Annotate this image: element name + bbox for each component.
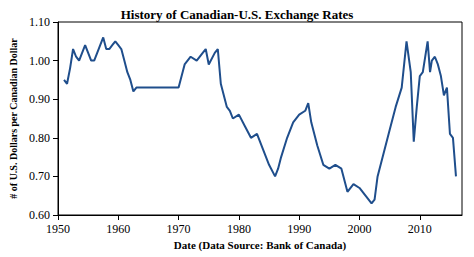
svg-text:2000: 2000 — [347, 222, 371, 236]
svg-text:1980: 1980 — [227, 222, 251, 236]
svg-text:1990: 1990 — [287, 222, 311, 236]
svg-text:0.60: 0.60 — [29, 208, 50, 222]
svg-text:0.70: 0.70 — [29, 169, 50, 183]
svg-text:1.10: 1.10 — [29, 15, 50, 29]
svg-text:History of Canadian-U.S. Excha: History of Canadian-U.S. Exchange Rates — [121, 7, 354, 22]
svg-text:0.90: 0.90 — [29, 92, 50, 106]
svg-text:1970: 1970 — [167, 222, 191, 236]
svg-text:2010: 2010 — [408, 222, 432, 236]
svg-text:Date (Data Source: Bank of Can: Date (Data Source: Bank of Canada) — [174, 239, 347, 252]
svg-text:1960: 1960 — [106, 222, 130, 236]
svg-text:0.80: 0.80 — [29, 131, 50, 145]
svg-text:1950: 1950 — [46, 222, 70, 236]
svg-text:1.00: 1.00 — [29, 54, 50, 68]
svg-text:# of U.S. Dollars per Canadian: # of U.S. Dollars per Canadian Dollar — [8, 38, 19, 199]
